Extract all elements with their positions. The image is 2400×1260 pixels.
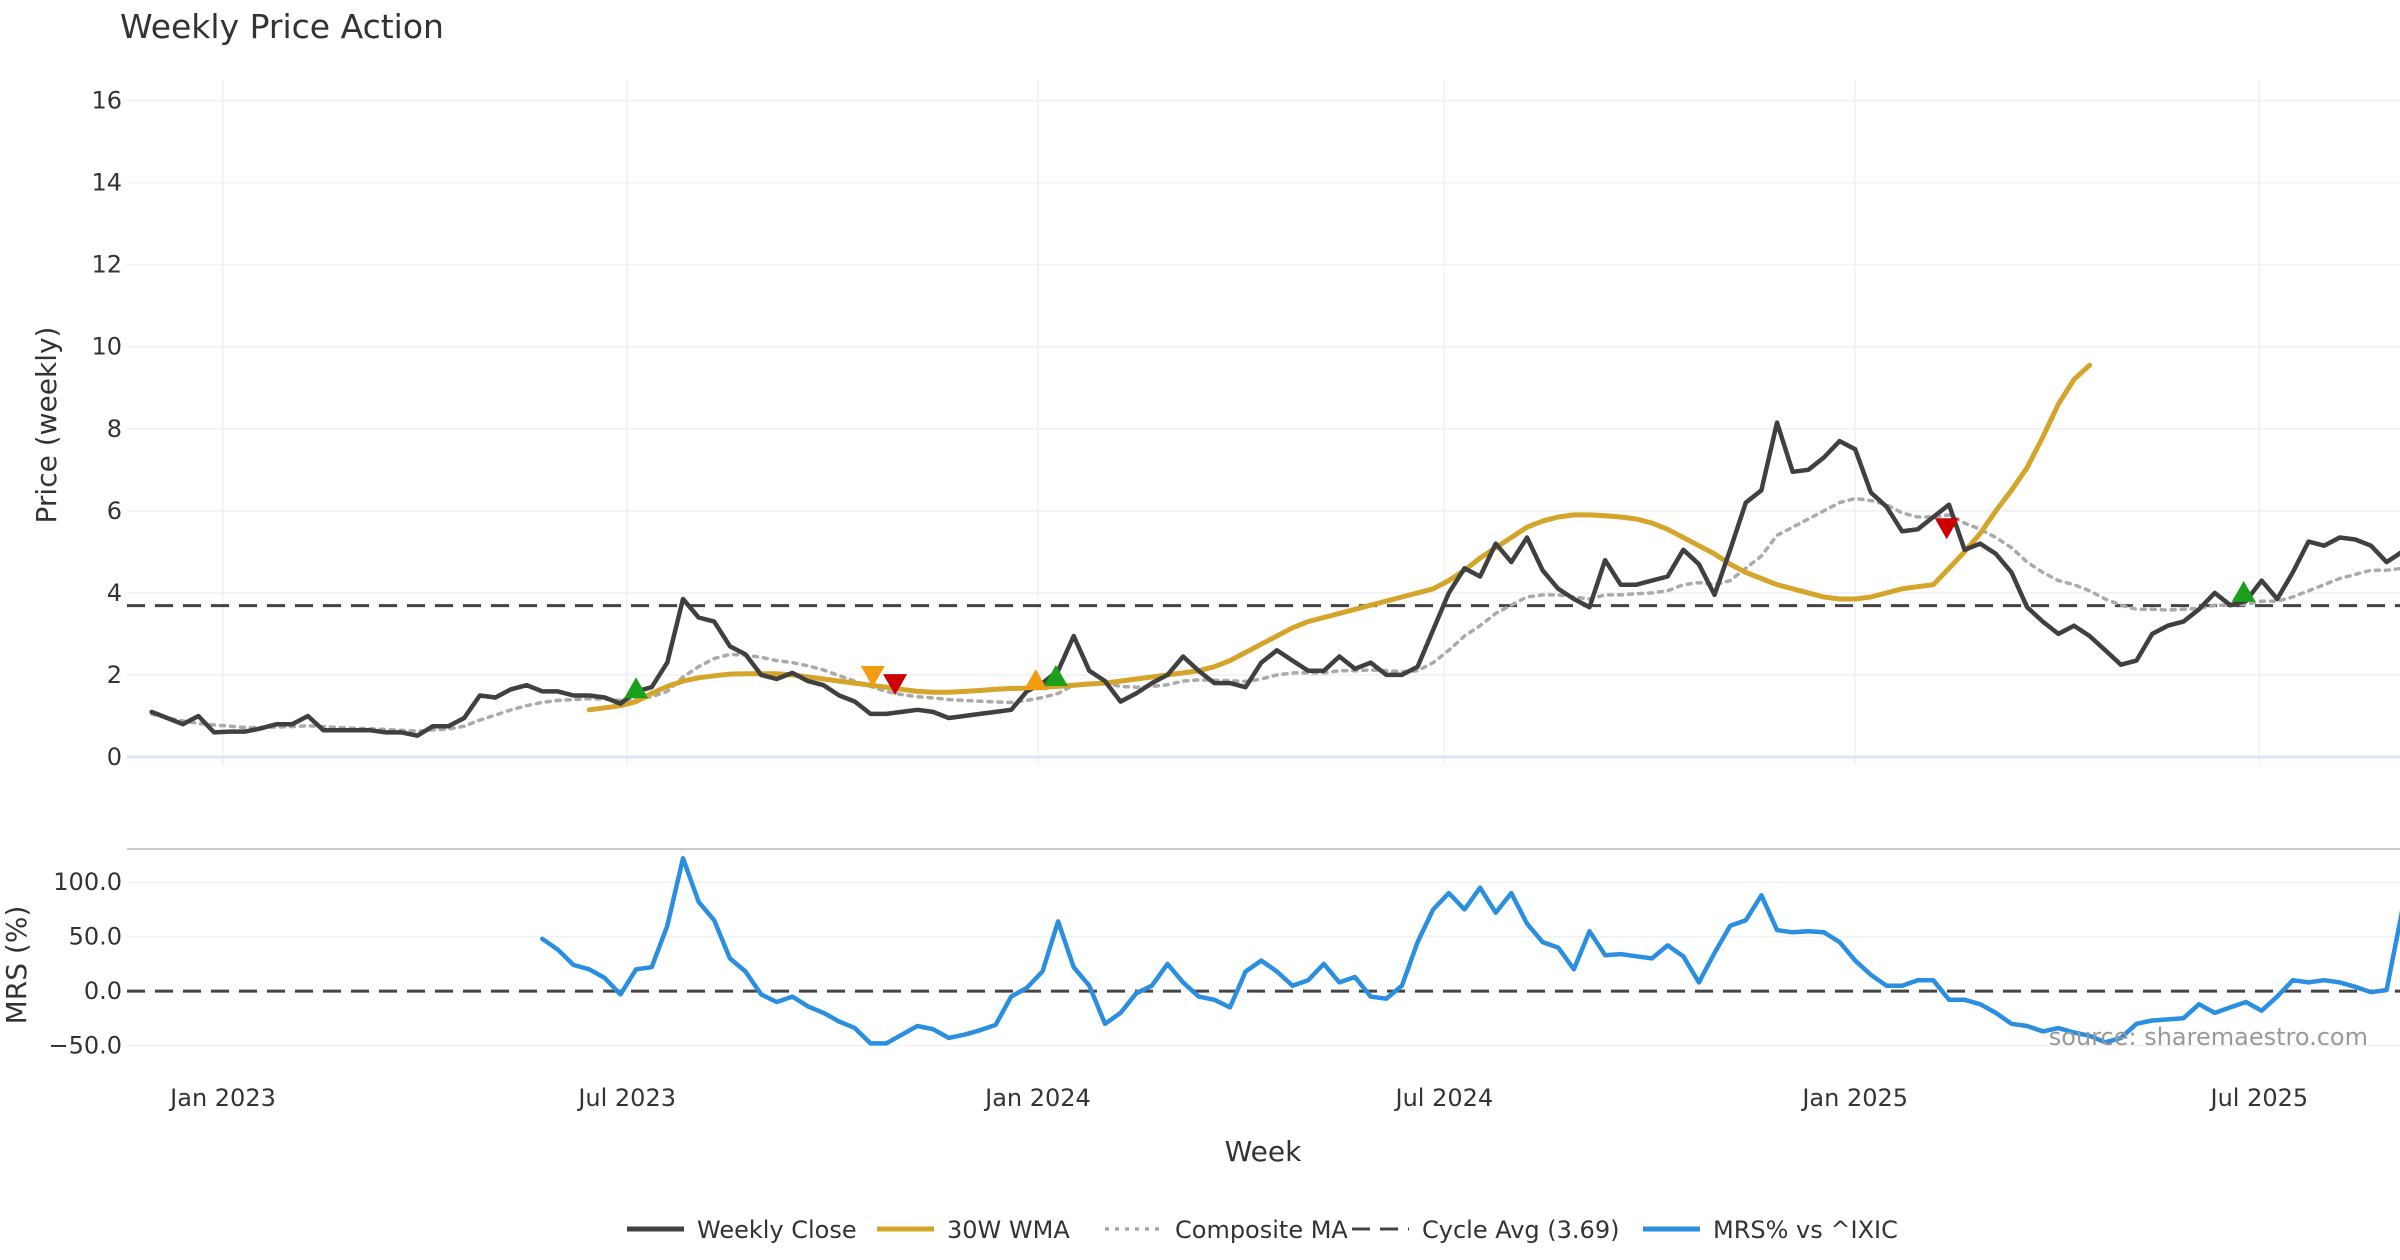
legend-label: MRS% vs ^IXIC — [1713, 1216, 1898, 1244]
price-y-tick-label: 10 — [91, 333, 122, 361]
price-y-tick-label: 16 — [91, 87, 122, 115]
price-y-tick-label: 8 — [107, 415, 122, 443]
signal-marker-triangle-down — [860, 665, 885, 687]
mrs-y-ticks: −50.0 0.0 50.0 100.0 — [48, 868, 122, 1059]
price-y-tick-label: 4 — [107, 579, 122, 607]
price-y-tick-label: 2 — [107, 661, 122, 689]
source-annotation: source: sharemaestro.com — [2049, 1023, 2368, 1051]
legend-label: 30W WMA — [947, 1216, 1070, 1244]
signal-marker-triangle-down — [1934, 518, 1959, 540]
composite-ma-line — [149, 496, 2400, 733]
signal-marker-triangle-up — [1043, 664, 1068, 686]
price-y-axis-label: Price (weekly) — [30, 327, 63, 524]
mrs-plot-area — [127, 856, 2400, 1046]
x-tick-label: Jul 2024 — [1394, 1084, 1494, 1112]
mrs-y-tick-label: −50.0 — [48, 1032, 122, 1060]
price-gridlines — [127, 80, 2400, 765]
x-tick-label: Jan 2023 — [168, 1084, 276, 1112]
wma-30w-line — [586, 362, 2093, 713]
legend: Weekly Close 30W WMA Composite MA Cycle Avg… — [627, 1216, 1898, 1244]
chart-title: Weekly Price Action — [120, 7, 444, 46]
mrs-y-tick-label: 100.0 — [53, 868, 122, 896]
mrs-y-tick-label: 50.0 — [69, 923, 122, 951]
legend-label: Cycle Avg (3.69) — [1422, 1216, 1619, 1244]
price-y-tick-label: 14 — [91, 169, 122, 197]
x-tick-label: Jul 2025 — [2208, 1084, 2308, 1112]
weekly-close-line — [149, 420, 2400, 738]
mrs-y-tick-label: 0.0 — [84, 977, 122, 1005]
price-plot-area — [127, 362, 2400, 738]
price-y-ticks: 0 2 4 6 8 10 12 14 16 — [91, 87, 122, 771]
x-axis-ticks: Jan 2023 Jul 2023 Jan 2024 Jul 2024 Jan 2025… — [168, 1084, 2308, 1112]
x-axis-label: Week — [1225, 1135, 1302, 1168]
legend-label: Composite MA — [1175, 1216, 1348, 1244]
x-tick-label: Jan 2025 — [1800, 1084, 1908, 1112]
signal-marker-triangle-up — [2231, 580, 2256, 602]
mrs-y-axis-label: MRS (%) — [0, 906, 33, 1025]
x-tick-label: Jan 2024 — [983, 1084, 1091, 1112]
mrs-line — [540, 856, 2400, 1046]
x-tick-label: Jul 2023 — [576, 1084, 676, 1112]
price-y-tick-label: 0 — [107, 743, 122, 771]
legend-label: Weekly Close — [697, 1216, 857, 1244]
price-y-tick-label: 12 — [91, 251, 122, 279]
signal-marker-triangle-up — [624, 677, 649, 699]
price-y-tick-label: 6 — [107, 497, 122, 525]
signal-marker-triangle-down — [883, 674, 908, 696]
signal-marker-triangle-up — [1023, 669, 1048, 691]
